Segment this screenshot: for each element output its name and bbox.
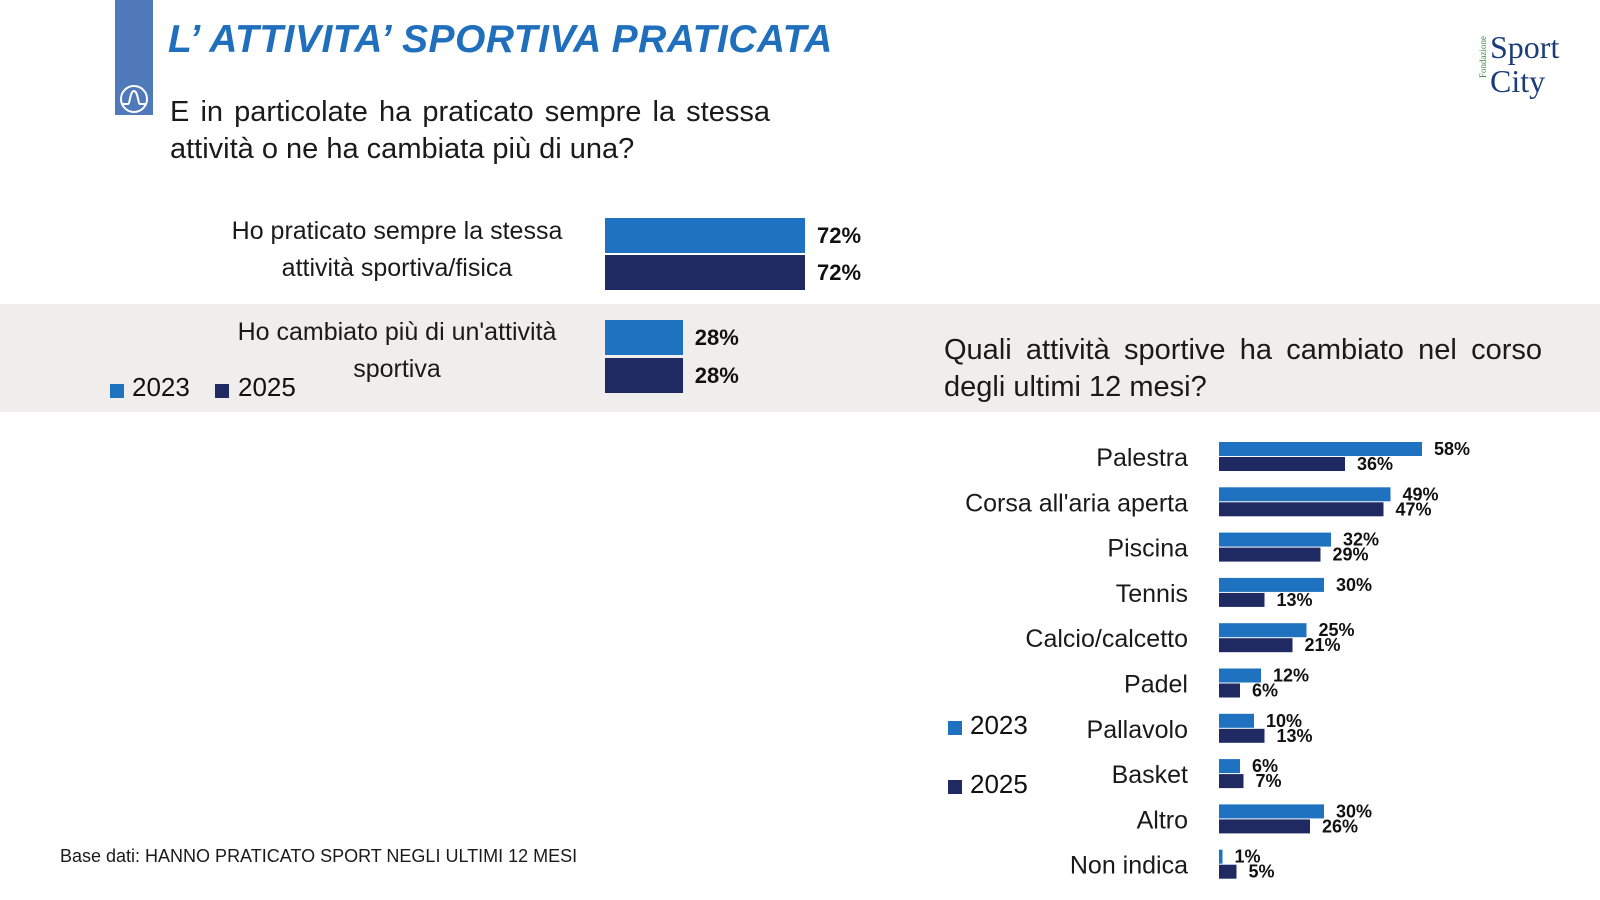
chart2-value-label: 6%	[1252, 756, 1278, 776]
chart2-value-label: 5%	[1249, 862, 1275, 882]
chart2-bar-2025	[1219, 638, 1293, 653]
chart2-value-label: 26%	[1322, 816, 1358, 836]
chart1-value-label: 72%	[817, 260, 862, 285]
chart2-value-label: 32%	[1343, 530, 1379, 550]
chart2-category-label: Altro	[1137, 806, 1188, 834]
chart2-bar-2023	[1219, 623, 1307, 638]
logo-word-sport: Sport	[1490, 29, 1560, 65]
chart2-category-label: Padel	[1124, 671, 1188, 699]
chart2-value-label: 1%	[1235, 847, 1261, 867]
wave-logo-icon	[120, 85, 148, 113]
chart2-value-label: 30%	[1336, 801, 1372, 821]
chart1-category-line: sportiva	[353, 355, 441, 383]
legend-label-2023: 2023	[132, 372, 190, 402]
footer-note: Base dati: HANNO PRATICATO SPORT NEGLI U…	[60, 846, 578, 866]
chart1-category-line: Ho cambiato più di un'attività	[237, 318, 557, 346]
chart2-category-label: Basket	[1112, 761, 1188, 789]
chart2-value-label: 13%	[1277, 726, 1313, 746]
chart1-category-line: Ho praticato sempre la stessa	[231, 217, 563, 245]
chart2-value-label: 13%	[1277, 590, 1313, 610]
chart2-value-label: 30%	[1336, 575, 1372, 595]
chart2-category-label: Palestra	[1096, 444, 1188, 472]
highlight-band	[0, 304, 1600, 412]
question-1: E in particolate ha praticato sempre la …	[170, 96, 770, 165]
chart2-bar-2025	[1219, 547, 1321, 562]
chart1-bar-2023	[605, 320, 683, 355]
legend-label-2025: 2025	[238, 372, 296, 402]
chart2-bar-2025	[1219, 592, 1265, 607]
chart1-bar-2023	[605, 218, 805, 253]
chart1-category-label: Ho cambiato più di un'attività sportiva	[200, 314, 594, 388]
chart2-bar-2025	[1219, 864, 1237, 879]
chart1-bar-2025	[605, 255, 805, 290]
chart2-category-label: Calcio/calcetto	[1025, 625, 1188, 653]
chart2-bar-2023	[1219, 668, 1261, 683]
question-2: Quali attività sportive ha cambiato nel …	[944, 334, 1542, 403]
chart2-bar-2023	[1219, 442, 1422, 456]
chart2-category-label: Non indica	[1070, 852, 1188, 880]
chart1-category-line: attività sportiva/fisica	[281, 254, 513, 282]
chart2-value-label: 6%	[1252, 681, 1278, 701]
legend-swatch-2025	[948, 780, 962, 794]
chart1-value-label: 28%	[694, 325, 739, 350]
chart2-value-label: 47%	[1396, 499, 1432, 519]
chart2-value-label: 10%	[1266, 711, 1302, 731]
chart2-value-label: 49%	[1403, 484, 1439, 504]
chart2-bar-2023	[1219, 532, 1331, 547]
chart2-bar-2023	[1219, 759, 1240, 774]
chart2-bar-2025	[1219, 819, 1310, 834]
chart2-bar-2023	[1219, 849, 1223, 864]
legend-label-2023: 2023	[970, 710, 1028, 740]
chart2-category-label: Corsa all'aria aperta	[965, 489, 1188, 517]
chart2-bar-2025	[1219, 457, 1345, 471]
chart2-category-label: Pallavolo	[1087, 716, 1188, 744]
chart2-category-label: Piscina	[1107, 535, 1188, 563]
chart1-bar-2025	[605, 358, 683, 393]
chart2-value-label: 36%	[1357, 454, 1393, 474]
legend-swatch-2023	[948, 721, 962, 735]
logo-word-city: City	[1490, 63, 1546, 99]
chart1-category-label: Ho praticato sempre la stessa attività s…	[200, 213, 594, 287]
chart2-bar-2023	[1219, 577, 1324, 592]
chart1-value-label: 28%	[694, 363, 739, 388]
chart2-value-label: 58%	[1434, 439, 1470, 459]
chart2-value-label: 25%	[1319, 620, 1355, 640]
legend-swatch-2023	[110, 384, 124, 398]
chart2-bar-2023	[1219, 713, 1254, 728]
legend-swatch-2025	[215, 384, 229, 398]
chart2-bar-2023	[1219, 487, 1391, 502]
chart2-value-label: 12%	[1273, 666, 1309, 686]
chart2-bar-2025	[1219, 728, 1265, 743]
chart2-value-label: 21%	[1305, 635, 1341, 655]
legend-label-2025: 2025	[970, 769, 1028, 799]
chart2-bar-2025	[1219, 683, 1240, 698]
chart2-value-label: 7%	[1256, 771, 1282, 791]
chart2-bar-2025	[1219, 502, 1384, 517]
chart2-value-label: 29%	[1333, 545, 1369, 565]
chart1-value-label: 72%	[817, 223, 862, 248]
sport-city-logo: Fondazione Sport City	[1478, 30, 1578, 110]
chart2-bar-2025	[1219, 774, 1244, 789]
page-title: L’ ATTIVITA’ SPORTIVA PRATICATA	[168, 18, 833, 61]
chart2-bar-2023	[1219, 804, 1324, 819]
chart2-category-label: Tennis	[1116, 580, 1188, 608]
